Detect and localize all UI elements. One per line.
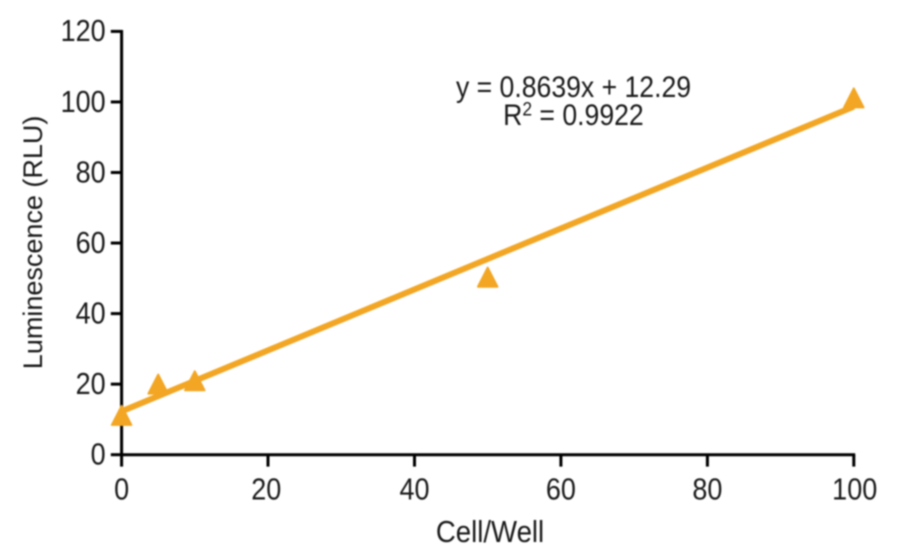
svg-text:R2 = 0.9922: R2 = 0.9922 — [503, 98, 644, 132]
svg-text:Cell/Well: Cell/Well — [436, 514, 544, 549]
svg-text:20: 20 — [251, 473, 281, 507]
svg-text:80: 80 — [692, 473, 722, 507]
svg-text:0: 0 — [91, 438, 106, 472]
svg-text:Luminescence (RLU): Luminescence (RLU) — [18, 116, 48, 370]
svg-text:100: 100 — [61, 85, 106, 119]
svg-text:60: 60 — [546, 473, 576, 507]
svg-text:20: 20 — [76, 368, 106, 402]
svg-text:120: 120 — [61, 15, 106, 49]
svg-text:80: 80 — [76, 156, 106, 190]
svg-text:40: 40 — [399, 473, 429, 507]
svg-text:y = 0.8639x + 12.29: y = 0.8639x + 12.29 — [456, 70, 691, 104]
svg-text:100: 100 — [832, 473, 877, 507]
svg-text:40: 40 — [76, 297, 106, 331]
svg-text:0: 0 — [114, 473, 129, 507]
svg-text:60: 60 — [76, 226, 106, 260]
